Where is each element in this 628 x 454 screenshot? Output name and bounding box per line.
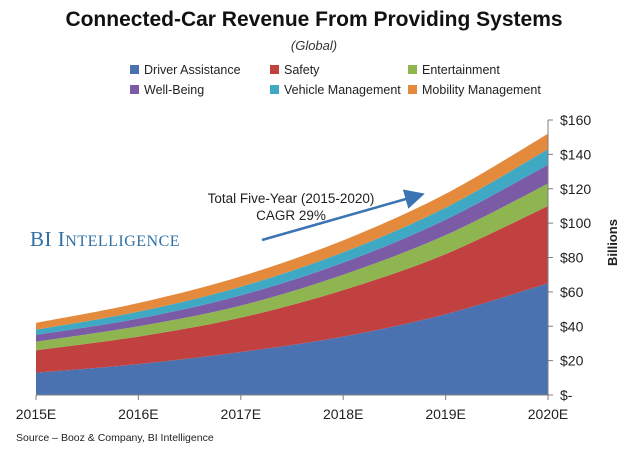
legend-item: Safety xyxy=(270,63,319,77)
y-tick-label: $80 xyxy=(560,250,584,266)
legend-item: Mobility Management xyxy=(408,83,541,97)
legend-label: Vehicle Management xyxy=(284,83,401,97)
source-note: Source – Booz & Company, BI Intelligence xyxy=(16,432,214,444)
legend-swatch xyxy=(270,65,279,74)
chart-subtitle: (Global) xyxy=(290,38,338,53)
y-axis-title: Billions xyxy=(605,219,620,266)
legend-label: Safety xyxy=(284,63,320,77)
x-tick-label: 2017E xyxy=(221,406,261,422)
legend-item: Well-Being xyxy=(130,83,204,97)
legend-swatch xyxy=(408,65,417,74)
legend-label: Mobility Management xyxy=(422,83,541,97)
area-series-safety xyxy=(36,205,548,373)
legend-item: Driver Assistance xyxy=(130,63,241,77)
annotation-line-1: Total Five-Year (2015-2020) xyxy=(207,191,375,206)
legend-label: Entertainment xyxy=(422,63,500,77)
y-tick-label: $100 xyxy=(560,215,591,231)
y-tick-label: $- xyxy=(560,387,573,403)
x-tick-label: 2020E xyxy=(528,406,568,422)
legend-item: Vehicle Management xyxy=(270,83,401,97)
cagr-annotation: Total Five-Year (2015-2020) CAGR 29% xyxy=(196,190,386,224)
y-tick-label: $60 xyxy=(560,284,584,300)
annotation-line-2: CAGR 29% xyxy=(256,208,326,223)
legend-swatch xyxy=(130,85,139,94)
cagr-arrow xyxy=(261,189,425,242)
chart-title: Connected-Car Revenue From Providing Sys… xyxy=(65,8,563,31)
y-tick-label: $120 xyxy=(560,181,591,197)
area-series-driver-assistance xyxy=(36,283,548,395)
x-tick-label: 2015E xyxy=(16,406,56,422)
y-tick-label: $20 xyxy=(560,353,584,369)
legend-item: Entertainment xyxy=(408,63,500,77)
x-tick-label: 2016E xyxy=(118,406,158,422)
x-tick-label: 2018E xyxy=(323,406,363,422)
legend-label: Well-Being xyxy=(144,83,205,97)
y-tick-label: $160 xyxy=(560,112,591,128)
legend-swatch xyxy=(408,85,417,94)
legend-label: Driver Assistance xyxy=(144,63,241,77)
legend-swatch xyxy=(130,65,139,74)
bi-intelligence-watermark: BI INTELLIGENCE xyxy=(30,227,181,251)
y-tick-label: $140 xyxy=(560,146,591,162)
x-tick-label: 2019E xyxy=(425,406,465,422)
y-tick-label: $40 xyxy=(560,318,584,334)
legend-swatch xyxy=(270,85,279,94)
